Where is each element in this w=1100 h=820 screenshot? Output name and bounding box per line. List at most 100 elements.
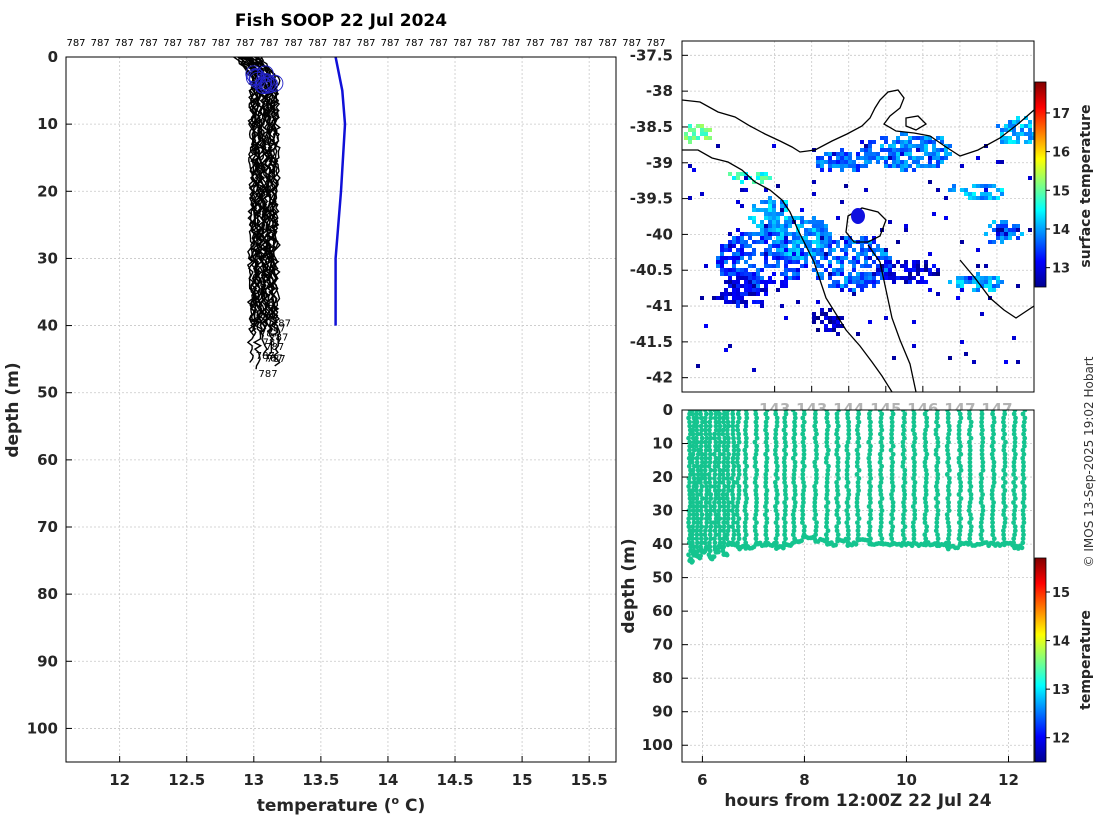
section-point: [854, 500, 860, 505]
section-point: [945, 415, 951, 421]
section-point: [744, 463, 750, 469]
sst-pixel: [812, 252, 816, 256]
sst-pixel: [908, 164, 912, 168]
section-point: [825, 451, 830, 457]
section-point: [691, 480, 697, 485]
sst-pixel: [844, 244, 848, 248]
sst-pixel: [816, 236, 820, 240]
sst-pixel: [816, 240, 820, 244]
section-point: [736, 516, 742, 521]
sst-pixel: [896, 160, 900, 164]
section-point: [967, 480, 973, 485]
section-point: [990, 423, 996, 429]
section-point: [878, 415, 884, 421]
profile-id-label: 787: [526, 38, 545, 49]
y-tick-label: 10: [37, 115, 58, 133]
sst-pixel: [928, 164, 932, 168]
sst-pixel: [996, 160, 1000, 164]
section-point: [717, 411, 722, 417]
sst-pixel: [792, 260, 796, 264]
section-point: [694, 435, 699, 441]
sst-pixel: [908, 136, 912, 140]
sst-pixel: [772, 252, 776, 256]
sst-pixel: [840, 256, 844, 260]
section-point: [1012, 496, 1018, 501]
section-point: [698, 500, 704, 505]
section-point: [1021, 439, 1027, 445]
sst-pixel: [788, 268, 792, 272]
section-point: [834, 439, 840, 445]
sst-pixel: [880, 148, 884, 152]
section-point: [957, 439, 962, 445]
section-point: [698, 467, 704, 473]
sst-pixel: [856, 152, 860, 156]
section-point: [934, 467, 940, 473]
sst-pixel: [748, 272, 752, 276]
sst-pixel: [972, 276, 976, 280]
section-point: [742, 536, 748, 542]
sst-pixel: [740, 256, 744, 260]
sst-pixel: [1004, 140, 1008, 144]
section-point: [946, 431, 952, 437]
section-point: [702, 439, 708, 445]
sst-pixel: [816, 252, 820, 256]
chart-title: Fish SOOP 22 Jul 2024: [235, 11, 447, 31]
section-axes-box: [681, 409, 1035, 763]
section-point: [721, 500, 727, 505]
section-point: [814, 467, 819, 473]
section-point: [845, 504, 851, 509]
sst-pixel: [964, 192, 968, 196]
section-point: [967, 500, 973, 505]
sst-pixel: [1000, 160, 1004, 164]
section-point: [698, 447, 704, 453]
section-point: [912, 500, 918, 505]
sst-pixel: [872, 156, 876, 160]
sst-pixel: [892, 264, 896, 268]
section-point: [878, 520, 884, 525]
sst-pixel: [800, 216, 804, 220]
section-point: [791, 435, 797, 441]
section-point: [724, 532, 730, 538]
sst-pixel: [736, 240, 740, 244]
sst-pixel: [840, 248, 844, 252]
section-point: [846, 492, 852, 497]
sst-pixel: [880, 156, 884, 160]
sst-pixel: [908, 140, 912, 144]
section-point: [725, 439, 731, 445]
sst-pixel: [1028, 128, 1032, 132]
section-point: [730, 427, 736, 433]
section-point: [722, 512, 728, 517]
section-point: [945, 520, 951, 525]
section-point: [725, 467, 730, 473]
section-point: [764, 415, 770, 421]
section-point: [731, 512, 737, 517]
sst-pixel: [808, 228, 812, 232]
sst-pixel: [820, 160, 824, 164]
section-point: [801, 463, 807, 469]
section-point: [764, 500, 769, 505]
section-point: [712, 467, 718, 473]
sst-pixel: [760, 300, 764, 304]
sst-pixel: [784, 264, 788, 268]
sst-pixel: [884, 272, 888, 276]
section-point: [967, 472, 973, 477]
section-point: [695, 451, 701, 457]
sst-pixel: [696, 124, 700, 128]
sst-pixel: [820, 308, 824, 312]
section-point: [922, 520, 928, 525]
section-point: [856, 443, 862, 449]
sst-pixel: [904, 268, 908, 272]
section-point: [703, 423, 709, 429]
section-point: [730, 496, 736, 501]
sst-pixel: [996, 232, 1000, 236]
section-point: [731, 520, 736, 525]
sst-pixel: [764, 200, 768, 204]
section-point: [1012, 419, 1018, 425]
section-point: [933, 496, 939, 501]
sst-pixel: [736, 284, 740, 288]
sst-pixel: [996, 280, 1000, 284]
sst-pixel: [1032, 132, 1034, 136]
section-point: [735, 520, 740, 525]
section-point: [691, 472, 697, 477]
